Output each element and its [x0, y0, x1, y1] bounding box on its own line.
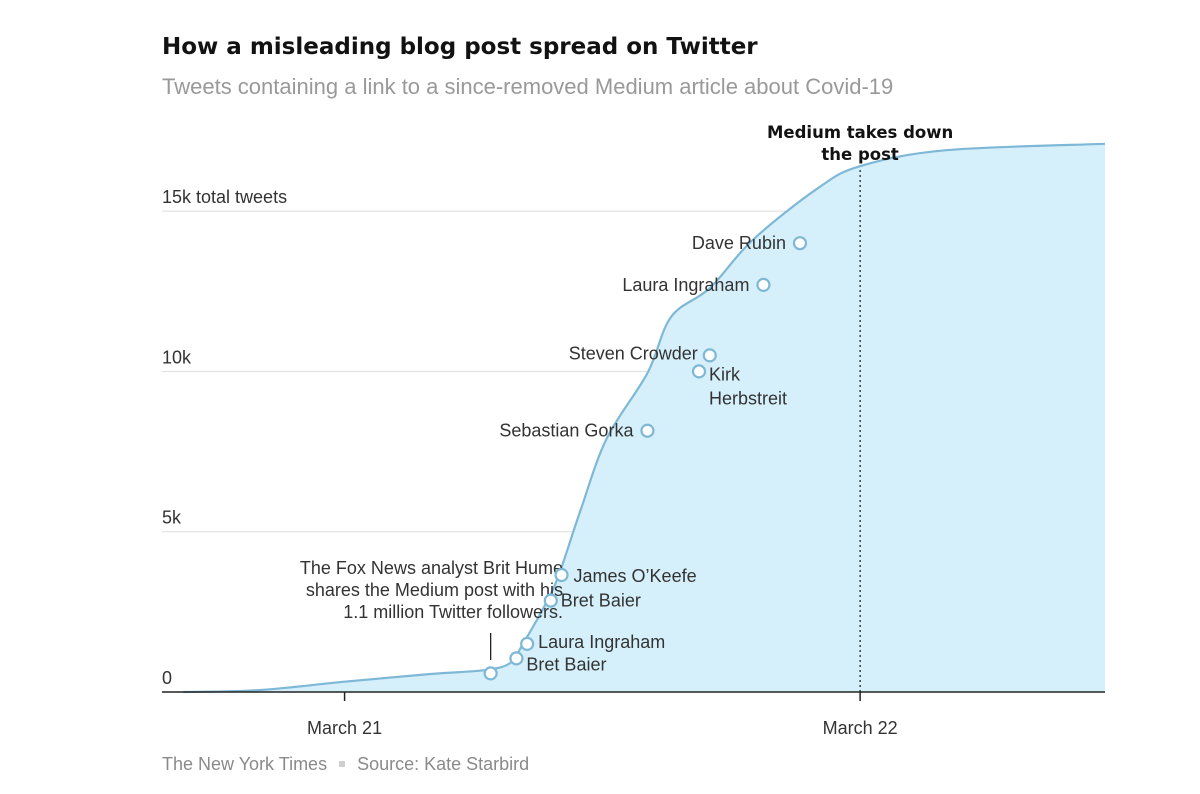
event-label: James O’Keefe [574, 566, 697, 586]
brit-hume-annotation: 1.1 million Twitter followers. [343, 602, 563, 622]
publisher-credit: The New York Times [162, 754, 328, 774]
event-marker [543, 593, 558, 608]
event-marker [691, 364, 707, 379]
footer: The New York Times Source: Kate Starbird [162, 754, 529, 775]
event-label: Bret Baier [526, 654, 606, 674]
takedown-label: the post [821, 145, 899, 164]
event-label: Dave Rubin [692, 233, 786, 253]
x-tick-label: March 21 [307, 718, 382, 738]
y-tick-label: 5k [162, 508, 182, 528]
event-label: Steven Crowder [569, 343, 698, 363]
event-marker [756, 277, 771, 292]
brit-hume-annotation: shares the Medium post with his [306, 580, 563, 600]
event-label: Sebastian Gorka [499, 421, 634, 441]
series-line [183, 142, 1106, 694]
takedown-label: Medium takes down [767, 123, 953, 142]
brit-hume-annotation: The Fox News analyst Brit Hume [300, 558, 563, 578]
event-label: Laura Ingraham [538, 632, 665, 652]
event-marker [702, 348, 717, 363]
event-marker [640, 423, 655, 438]
source-credit: Source: Kate Starbird [357, 754, 530, 774]
event-label: Laura Ingraham [622, 275, 749, 295]
x-tick-label: March 22 [823, 718, 898, 738]
event-marker [483, 666, 498, 681]
y-tick-label: 0 [162, 668, 172, 688]
event-marker [554, 567, 569, 583]
y-tick-label: 10k [162, 347, 192, 367]
y-tick-label: 15k total tweets [162, 187, 287, 207]
event-label: Kirk Herbstreit [709, 364, 787, 408]
event-marker [520, 636, 535, 652]
footer-separator [339, 760, 346, 767]
area-fill [183, 143, 1105, 693]
event-marker [792, 236, 808, 251]
event-label: Bret Baier [561, 591, 641, 611]
chart-subtitle: Tweets containing a link to a since-remo… [162, 74, 894, 99]
chart-title: How a misleading blog post spread on Twi… [162, 34, 758, 60]
event-marker [509, 651, 524, 666]
